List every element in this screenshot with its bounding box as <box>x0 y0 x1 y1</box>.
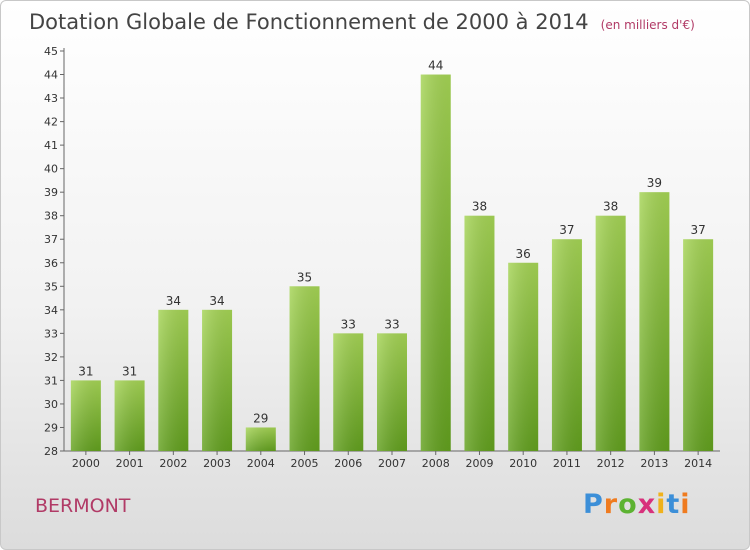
y-tick-label: 44 <box>44 69 58 82</box>
y-tick-label: 33 <box>44 327 58 340</box>
y-tick-label: 40 <box>44 163 58 176</box>
y-tick-label: 36 <box>44 257 58 270</box>
chart-title-text: Dotation Globale de Fonctionnement de 20… <box>29 10 589 34</box>
logo-letter: i <box>656 489 667 520</box>
data-label: 31 <box>78 364 93 378</box>
chart-title: Dotation Globale de Fonctionnement de 20… <box>29 10 695 34</box>
bars <box>70 74 714 452</box>
data-label: 34 <box>209 294 224 308</box>
x-tick-label: 2000 <box>72 457 100 470</box>
logo-letter: x <box>637 489 657 520</box>
data-label: 44 <box>428 59 443 73</box>
bar-shading <box>683 239 714 451</box>
x-tick-label: 2008 <box>422 457 450 470</box>
bar-shading <box>508 262 539 451</box>
x-tick-label: 2005 <box>291 457 319 470</box>
y-tick-label: 28 <box>44 445 58 458</box>
bar-shading <box>333 333 364 451</box>
y-tick-label: 39 <box>44 186 58 199</box>
x-tick-label: 2004 <box>247 457 275 470</box>
y-tick-label: 45 <box>44 45 58 58</box>
x-tick-label: 2012 <box>597 457 625 470</box>
data-label: 33 <box>341 317 356 331</box>
x-tick-label: 2006 <box>334 457 362 470</box>
y-tick-label: 35 <box>44 280 58 293</box>
logo-letter: t <box>666 489 681 520</box>
y-tick-label: 38 <box>44 210 58 223</box>
x-tick-label: 2001 <box>116 457 144 470</box>
value-labels: 2000 31 2001 31 2002 34 2003 34 2004 29 2005 35 2006… <box>72 59 712 470</box>
y-tick-label: 31 <box>44 374 58 387</box>
y-tick-label: 37 <box>44 233 58 246</box>
bar-shading <box>420 74 451 451</box>
data-label: 39 <box>647 176 662 190</box>
x-tick-label: 2014 <box>684 457 712 470</box>
x-tick-label: 2009 <box>465 457 493 470</box>
data-label: 36 <box>516 247 531 261</box>
bar-shading <box>639 192 670 452</box>
bar-shading <box>551 239 582 451</box>
axes: 28 29 30 31 32 33 34 35 36 37 38 39 40 41 42 43 44 45 <box>44 45 720 458</box>
data-label: 38 <box>472 200 487 214</box>
bar-shading <box>158 309 189 451</box>
data-label: 35 <box>297 270 312 284</box>
x-tick-label: 2003 <box>203 457 231 470</box>
data-label: 31 <box>122 364 137 378</box>
data-label: 33 <box>384 317 399 331</box>
y-tick-label: 32 <box>44 351 58 364</box>
chart-unit-label: (en milliers d'€) <box>600 18 695 32</box>
bar-shading <box>464 215 495 451</box>
x-tick-label: 2007 <box>378 457 406 470</box>
bar-shading <box>245 427 276 451</box>
y-tick-label: 43 <box>44 92 58 105</box>
y-tick-label: 41 <box>44 139 58 152</box>
bar-shading <box>595 215 626 451</box>
y-tick-label: 34 <box>44 304 58 317</box>
bar-shading <box>202 309 233 451</box>
data-label: 29 <box>253 411 268 425</box>
logo-letter: i <box>680 489 691 520</box>
bar-shading <box>114 380 145 451</box>
logo-letter: P <box>583 489 604 520</box>
x-tick-label: 2002 <box>159 457 187 470</box>
commune-name: BERMONT <box>35 495 131 517</box>
x-tick-label: 2011 <box>553 457 581 470</box>
y-tick-label: 42 <box>44 116 58 129</box>
data-label: 34 <box>166 294 181 308</box>
proxiti-logo: Proxiti <box>583 489 691 520</box>
data-label: 38 <box>603 200 618 214</box>
logo-letter: r <box>603 489 619 520</box>
data-label: 37 <box>690 223 705 237</box>
bar-shading <box>289 286 320 451</box>
bar-shading <box>377 333 407 451</box>
y-tick-label: 30 <box>44 398 58 411</box>
bar-shading <box>70 380 101 451</box>
logo-letter: o <box>618 489 638 520</box>
data-label: 37 <box>559 223 574 237</box>
x-tick-label: 2010 <box>509 457 537 470</box>
y-tick-label: 29 <box>44 421 58 434</box>
x-tick-label: 2013 <box>640 457 668 470</box>
